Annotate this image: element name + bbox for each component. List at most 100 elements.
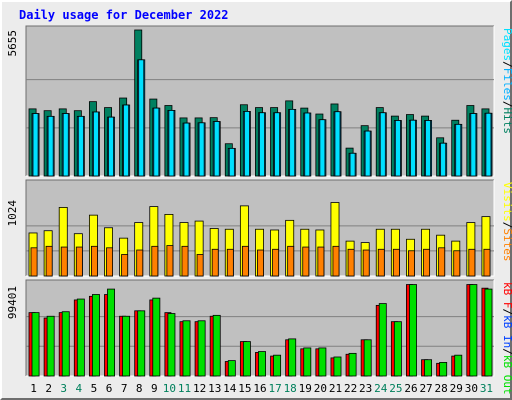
bar-kb-out (424, 359, 433, 377)
bar-kb-out (227, 360, 236, 377)
panel-axis-max-label: 5655 (6, 30, 19, 57)
x-tick-label: 27 (419, 382, 432, 395)
bar-pages (243, 111, 250, 177)
panel-legend: Pages/Files/Hits (501, 28, 512, 134)
x-tick-label: 18 (284, 382, 297, 395)
bar-kb-out (242, 341, 251, 377)
bar-sites (60, 246, 68, 277)
legend-entry: / (501, 222, 512, 229)
bar-sites (166, 245, 174, 277)
bar-kb-out (378, 303, 387, 377)
bar-sites (121, 254, 129, 277)
legend-entry: kB Out (501, 355, 512, 395)
bar-sites (196, 254, 204, 277)
bar-sites (75, 246, 83, 277)
panel-bars (28, 284, 493, 377)
bar-sites (241, 245, 249, 277)
bar-sites (377, 248, 385, 277)
legend-entry: Pages (501, 28, 512, 61)
panel-bars (28, 202, 491, 277)
x-tick-label: 6 (106, 382, 113, 395)
x-tick-label: 9 (151, 382, 158, 395)
bar-pages (183, 122, 190, 177)
panel-border (25, 179, 494, 276)
bar-kb-out (454, 354, 463, 377)
bar-sites (151, 245, 159, 277)
legend-entry: kB F (501, 282, 512, 309)
bar-pages (410, 119, 416, 177)
bar-pages (470, 113, 477, 177)
bar-sites (438, 247, 446, 277)
bar-pages (379, 112, 386, 177)
bar-kb-out (197, 320, 206, 377)
bar-pages (394, 120, 401, 177)
chart-title: Daily usage for December 2022 (19, 8, 229, 22)
x-tick-label: 22 (344, 382, 357, 395)
legend-entry: / (501, 61, 512, 68)
bar-pages (123, 104, 130, 177)
bar-pages (92, 111, 99, 177)
bar-pages (334, 111, 341, 177)
x-tick-label: 5 (91, 382, 98, 395)
bar-sites (287, 245, 295, 277)
legend-entry: / (501, 309, 512, 316)
bar-kb-out (288, 338, 297, 377)
bar-pages (228, 147, 235, 177)
bar-pages (440, 142, 447, 177)
x-tick-label: 10 (163, 382, 176, 395)
x-tick-label: 15 (238, 382, 251, 395)
bar-sites (181, 245, 189, 277)
panel-2: 1024 Visits/Sites (6, 179, 512, 277)
x-tick-label: 8 (136, 382, 143, 395)
bar-kb-out (212, 314, 221, 377)
bar-kb-out (333, 356, 342, 377)
bar-pages (213, 121, 220, 177)
bar-pages (455, 123, 462, 177)
bar-kb-out (484, 288, 493, 377)
x-tick-label: 16 (253, 382, 266, 395)
x-tick-label: 31 (480, 382, 493, 395)
x-tick-label: 23 (359, 382, 372, 395)
x-tick-label: 25 (389, 382, 402, 395)
bar-pages (62, 113, 69, 177)
bar-pages (32, 113, 39, 177)
bar-pages (259, 112, 265, 177)
bar-kb-out (137, 310, 146, 377)
panel-border (25, 25, 494, 176)
bar-sites (90, 245, 98, 277)
bar-sites (136, 249, 144, 277)
bar-kb-out (363, 339, 372, 377)
bar-sites (317, 246, 325, 277)
legend-entry: kB In (501, 315, 512, 348)
x-tick-label: 1 (30, 382, 37, 395)
x-tick-label: 24 (374, 382, 388, 395)
bar-sites (392, 248, 400, 277)
bar-kb-out (76, 298, 85, 377)
x-tick-label: 13 (208, 382, 221, 395)
bar-sites (468, 248, 476, 277)
x-tick-label: 4 (76, 382, 83, 395)
bar-pages (364, 130, 371, 177)
x-tick-label: 11 (178, 382, 191, 395)
bar-sites (362, 249, 370, 277)
bar-kb-out (318, 347, 327, 377)
bar-pages (319, 119, 326, 177)
bar-kb-out (439, 362, 448, 377)
bar-pages (77, 115, 84, 177)
x-tick-label: 7 (121, 382, 128, 395)
bar-pages (47, 115, 54, 177)
bar-sites (106, 247, 113, 277)
bar-kb-out (469, 284, 478, 377)
bar-sites (483, 248, 491, 277)
bar-kb-out (107, 288, 115, 377)
bar-sites (45, 245, 53, 277)
bar-kb-out (409, 284, 417, 377)
bar-kb-out (31, 312, 40, 377)
bar-kb-out (273, 354, 282, 377)
panel-bars (28, 29, 493, 177)
bar-pages (198, 122, 205, 177)
bar-kb-out (61, 311, 70, 377)
panel-axis-max-label: 99401 (6, 286, 19, 319)
bar-pages (485, 112, 492, 177)
legend-entry: Hits (501, 108, 512, 135)
